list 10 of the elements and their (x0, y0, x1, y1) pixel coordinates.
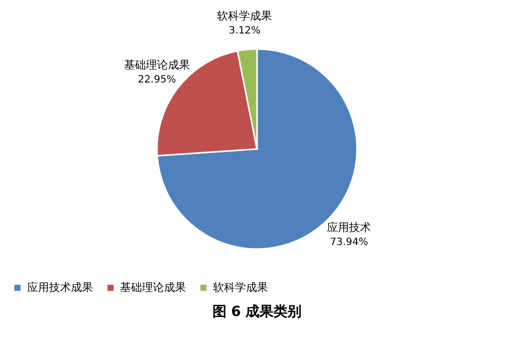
data-label: 22.95% (138, 74, 176, 86)
legend-label: 应用技术成果 (27, 280, 93, 294)
text: 软科学成果 (217, 10, 272, 23)
text: 应用技术 (327, 221, 372, 234)
data-label: 3.12% (228, 26, 261, 37)
legend-label: 软科学成果 (213, 280, 268, 294)
text: 基础理论成果 (124, 58, 190, 72)
legend-label: 基础理论成果 (120, 280, 186, 294)
data-label: 73.94% (330, 237, 368, 248)
text: 图 6 成果类别 (212, 304, 302, 320)
